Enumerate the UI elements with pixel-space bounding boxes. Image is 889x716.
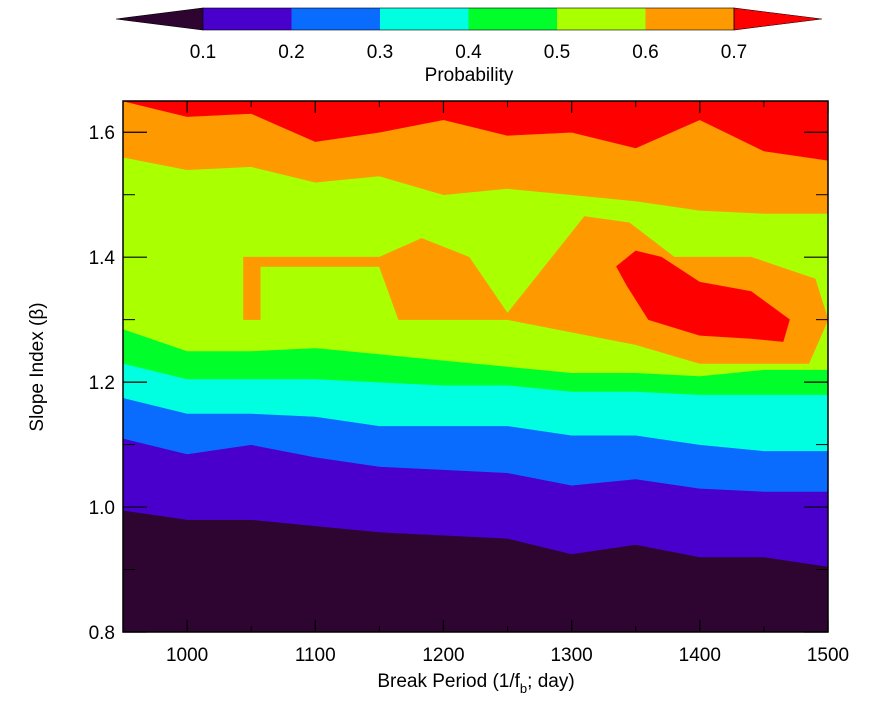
colorbar-tick-label-0: 0.1	[190, 42, 216, 63]
x-tick-label-3: 1300	[550, 645, 592, 666]
y-axis-label: Slope Index (β)	[27, 302, 48, 431]
x-axis-label: Break Period (1/fb; day)	[377, 671, 574, 696]
colorbar: 0.1 0.2 0.3 0.4 0.5 0.6 0.7	[115, 7, 823, 63]
x-axis-label-main: Break Period (1/f	[377, 671, 520, 692]
colorbar-tick-label-1: 0.2	[278, 42, 304, 63]
x-tick-label-0: 1000	[166, 645, 208, 666]
x-tick-label-1: 1100	[295, 645, 336, 666]
plot-frame	[122, 100, 829, 633]
colorbar-segment-0	[203, 8, 292, 30]
colorbar-segment-2	[380, 8, 469, 30]
x-axis-label-subscript: b	[520, 681, 527, 696]
colorbar-tick-label-5: 0.6	[632, 42, 658, 63]
x-axis-label-tail: ; day)	[527, 671, 575, 692]
colorbar-segment-3	[468, 8, 558, 30]
x-tick-label-4: 1400	[679, 645, 721, 666]
y-tick-label-1: 1.0	[89, 498, 115, 519]
contour-band-7	[123, 101, 828, 161]
colorbar-tick-label-2: 0.3	[367, 42, 393, 63]
axes: 1000 1100 1200 1300 1400 1500 0.8 1.0 1.2 1.4 1.6	[89, 101, 849, 666]
x-tick-label-2: 1200	[422, 645, 464, 666]
plot-area	[123, 101, 828, 632]
colorbar-tick-label-4: 0.5	[544, 42, 570, 63]
colorbar-label: Probability	[425, 65, 514, 86]
high-probability-region-1	[616, 250, 790, 342]
colorbar-frame	[202, 7, 735, 31]
colorbar-segment-5	[645, 8, 735, 30]
y-tick-label-4: 1.6	[89, 123, 115, 144]
y-tick-label-3: 1.4	[89, 248, 116, 269]
colorbar-extend-high	[733, 7, 823, 31]
colorbar-extend-low	[115, 7, 204, 31]
colorbar-tick-label-3: 0.4	[455, 42, 482, 63]
y-tick-label-2: 1.2	[89, 373, 115, 394]
colorbar-tick-label-6: 0.7	[721, 42, 747, 63]
colorbar-segment-4	[557, 8, 646, 30]
colorbar-segment-1	[291, 8, 381, 30]
y-tick-label-0: 0.8	[89, 623, 115, 644]
x-tick-label-5: 1500	[807, 645, 849, 666]
